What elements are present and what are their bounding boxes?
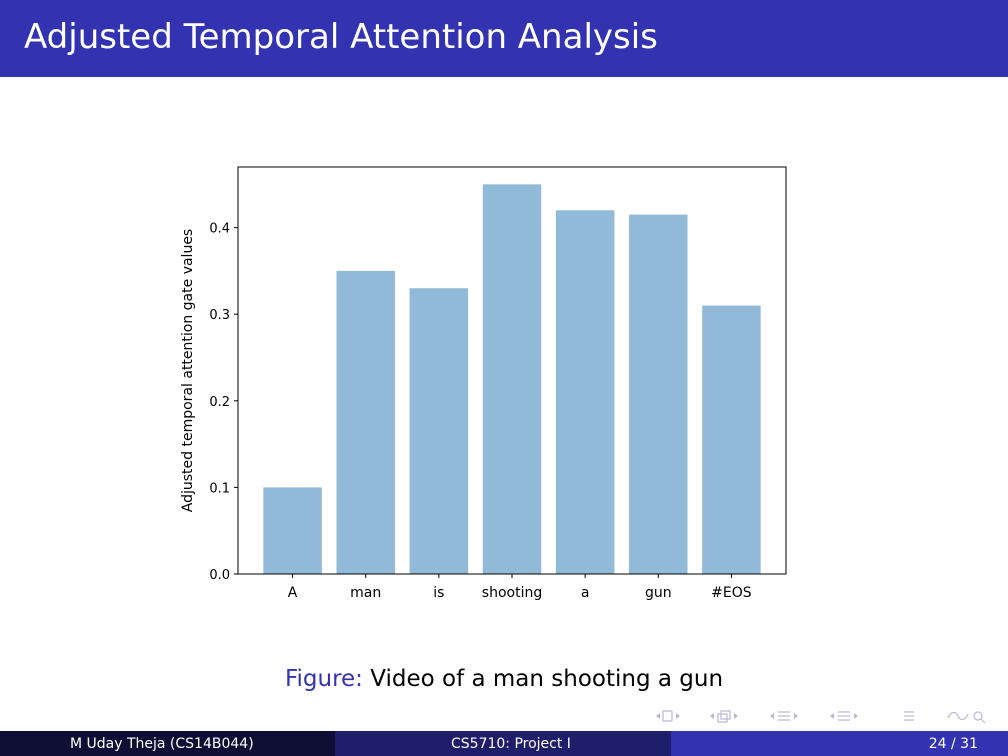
footer-course-section: CS5710: Project I xyxy=(335,731,671,756)
y-axis-label: Adjusted temporal attention gate values xyxy=(180,229,196,512)
bar-4 xyxy=(555,210,615,575)
x-tick-label-0: A xyxy=(288,585,298,601)
footer-bar: M Uday Theja (CS14B044) CS5710: Project … xyxy=(0,731,1008,756)
footer-page-number: 24 / 31 xyxy=(928,736,978,752)
bar-3 xyxy=(482,184,542,574)
figure-caption: Figure: Video of a man shooting a gun xyxy=(0,666,1008,692)
x-tick-label-5: gun xyxy=(645,585,672,601)
nav-frame-icon[interactable] xyxy=(656,710,680,722)
footer-author-section: M Uday Theja (CS14B044) xyxy=(0,731,335,756)
bar-0 xyxy=(263,487,322,574)
nav-align-icon[interactable] xyxy=(904,711,914,721)
y-tick-label-3: 0.3 xyxy=(209,308,230,323)
title-bar: Adjusted Temporal Attention Analysis xyxy=(0,0,1008,77)
nav-section-icon[interactable] xyxy=(770,711,798,721)
y-tick-label-2: 0.2 xyxy=(209,395,230,410)
caption-text: Video of a man shooting a gun xyxy=(370,666,724,692)
nav-document-icon[interactable] xyxy=(830,711,858,721)
caption-label: Figure: xyxy=(284,666,363,692)
bar-6 xyxy=(702,305,761,574)
x-tick-label-2: is xyxy=(433,585,444,601)
footer-course: CS5710: Project I xyxy=(451,736,571,752)
bar-1 xyxy=(336,270,395,574)
x-tick-label-4: a xyxy=(581,585,590,601)
x-tick-label-6: #EOS xyxy=(711,585,752,601)
x-tick-label-3: shooting xyxy=(482,585,542,601)
nav-search-icon[interactable] xyxy=(947,711,986,724)
footer-page-section: 24 / 31 xyxy=(671,731,1008,756)
nav-subsection-icon[interactable] xyxy=(710,710,738,723)
slide-title: Adjusted Temporal Attention Analysis xyxy=(24,17,658,57)
y-tick-label-4: 0.4 xyxy=(209,222,230,237)
bar-2 xyxy=(409,288,469,574)
bar-5 xyxy=(629,214,688,574)
y-tick-label-1: 0.1 xyxy=(209,481,230,496)
y-tick-label-0: 0.0 xyxy=(209,568,230,583)
beamer-navigation[interactable] xyxy=(652,708,997,724)
plot-frame xyxy=(237,166,787,575)
footer-author: M Uday Theja (CS14B044) xyxy=(70,736,254,752)
x-tick-label-1: man xyxy=(350,585,381,601)
